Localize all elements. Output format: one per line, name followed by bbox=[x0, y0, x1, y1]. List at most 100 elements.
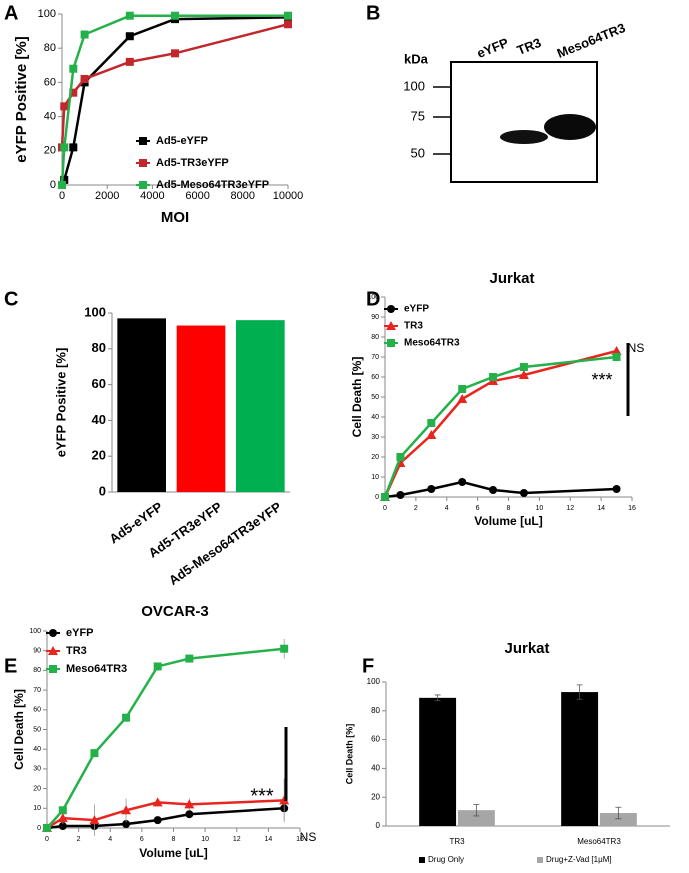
point bbox=[153, 816, 162, 825]
legend-label: Ad5-eYFP bbox=[156, 135, 208, 147]
point bbox=[69, 88, 78, 97]
point bbox=[396, 491, 405, 499]
point bbox=[426, 430, 437, 439]
blot-frame bbox=[450, 61, 598, 183]
y-tick-label: 80 bbox=[44, 42, 56, 54]
bar bbox=[457, 810, 495, 826]
blot-unit: kDa bbox=[404, 51, 429, 66]
y-axis-label: Cell Death [%] bbox=[344, 724, 354, 785]
point bbox=[427, 419, 436, 427]
point bbox=[60, 102, 69, 111]
y-tick-label: 40 bbox=[33, 746, 41, 753]
panel-letter: C bbox=[4, 288, 18, 310]
y-axis-label: eYFP Positive [%] bbox=[13, 36, 30, 162]
x-tick-label: 4000 bbox=[140, 190, 164, 202]
legend-label: Meso64TR3 bbox=[404, 338, 460, 349]
x-tick-label: 16 bbox=[628, 505, 636, 512]
y-tick-label: 60 bbox=[44, 76, 56, 88]
y-tick-label: 90 bbox=[371, 314, 379, 321]
y-tick-label: 0 bbox=[375, 494, 379, 501]
point bbox=[43, 824, 51, 832]
point bbox=[152, 797, 163, 807]
y-tick-label: 60 bbox=[92, 376, 106, 391]
bar bbox=[117, 318, 166, 492]
x-tick-label: 2 bbox=[414, 505, 418, 512]
point bbox=[612, 353, 621, 361]
panel-letter: D bbox=[366, 288, 380, 310]
legend-label: Ad5-Meso64TR3eYFP bbox=[156, 179, 269, 191]
point bbox=[60, 175, 69, 184]
legend-marker bbox=[48, 646, 58, 655]
legend-swatch bbox=[537, 857, 543, 863]
point bbox=[280, 644, 289, 653]
y-tick-label: 60 bbox=[371, 374, 379, 381]
point bbox=[184, 799, 195, 809]
x-tick-label: 8 bbox=[172, 836, 176, 843]
point bbox=[121, 805, 132, 815]
point bbox=[125, 11, 134, 20]
y-tick-label: 70 bbox=[371, 354, 379, 361]
x-tick-label: Meso64TR3 bbox=[577, 837, 621, 846]
point bbox=[489, 373, 498, 381]
legend-label: Ad5-TR3eYFP bbox=[156, 157, 229, 169]
point bbox=[381, 493, 389, 501]
y-tick-label: 60 bbox=[371, 735, 380, 744]
x-tick-label: 0 bbox=[59, 190, 65, 202]
y-tick-label: 0 bbox=[99, 483, 106, 498]
x-tick-label: 0 bbox=[45, 836, 49, 843]
panel-letter: F bbox=[362, 655, 374, 677]
y-tick-label: 0 bbox=[50, 179, 56, 191]
y-axis-label: Cell Death [%] bbox=[12, 689, 26, 770]
y-tick-label: 20 bbox=[371, 454, 379, 461]
chart-title: Jurkat bbox=[489, 270, 534, 287]
y-tick-label: 30 bbox=[371, 434, 379, 441]
annotation: *** bbox=[591, 370, 612, 390]
y-tick-label: 40 bbox=[92, 412, 106, 427]
point bbox=[518, 370, 529, 379]
point bbox=[519, 489, 528, 497]
x-tick-label: 4 bbox=[445, 505, 449, 512]
y-tick-label: 40 bbox=[371, 414, 379, 421]
legend-marker bbox=[139, 137, 147, 145]
y-tick-label: 50 bbox=[371, 394, 379, 401]
legend-label: eYFP bbox=[66, 627, 94, 639]
point bbox=[90, 749, 99, 758]
error-bar bbox=[473, 804, 480, 817]
x-tick-label: 6000 bbox=[185, 190, 209, 202]
x-tick-label: 2 bbox=[77, 836, 81, 843]
x-tick-label: 12 bbox=[566, 505, 574, 512]
x-tick-label: TR3 bbox=[449, 837, 465, 846]
error-bar bbox=[615, 806, 622, 820]
y-tick-label: 20 bbox=[371, 792, 380, 801]
y-axis-label: eYFP Positive [%] bbox=[53, 348, 68, 458]
y-tick-label: 40 bbox=[44, 111, 56, 123]
x-tick-label: 12 bbox=[233, 836, 241, 843]
point bbox=[171, 49, 179, 58]
y-tick-label: 100 bbox=[84, 304, 106, 319]
point bbox=[125, 57, 134, 66]
point bbox=[122, 820, 131, 829]
y-tick-label: 0 bbox=[37, 825, 41, 832]
y-tick-label: 60 bbox=[33, 707, 41, 714]
x-tick-label: 4 bbox=[108, 836, 112, 843]
annotation: NS bbox=[300, 830, 317, 844]
legend-marker bbox=[139, 181, 147, 189]
y-tick-label: 100 bbox=[367, 677, 381, 686]
x-tick-label: 2000 bbox=[95, 190, 119, 202]
y-tick-label: 20 bbox=[44, 145, 56, 157]
error-bar bbox=[434, 694, 441, 702]
legend-label: eYFP bbox=[404, 304, 429, 315]
blot-marker: 100 bbox=[403, 78, 425, 93]
point bbox=[58, 822, 67, 831]
bar bbox=[599, 813, 637, 826]
point bbox=[80, 74, 89, 83]
x-tick-label: 0 bbox=[383, 505, 387, 512]
point bbox=[396, 453, 405, 461]
point bbox=[69, 143, 78, 152]
point bbox=[171, 11, 179, 20]
legend-label: Meso64TR3 bbox=[66, 663, 127, 675]
point bbox=[284, 11, 292, 20]
legend-marker bbox=[49, 665, 57, 673]
point bbox=[489, 486, 498, 494]
chart-title: OVCAR-3 bbox=[141, 603, 209, 620]
